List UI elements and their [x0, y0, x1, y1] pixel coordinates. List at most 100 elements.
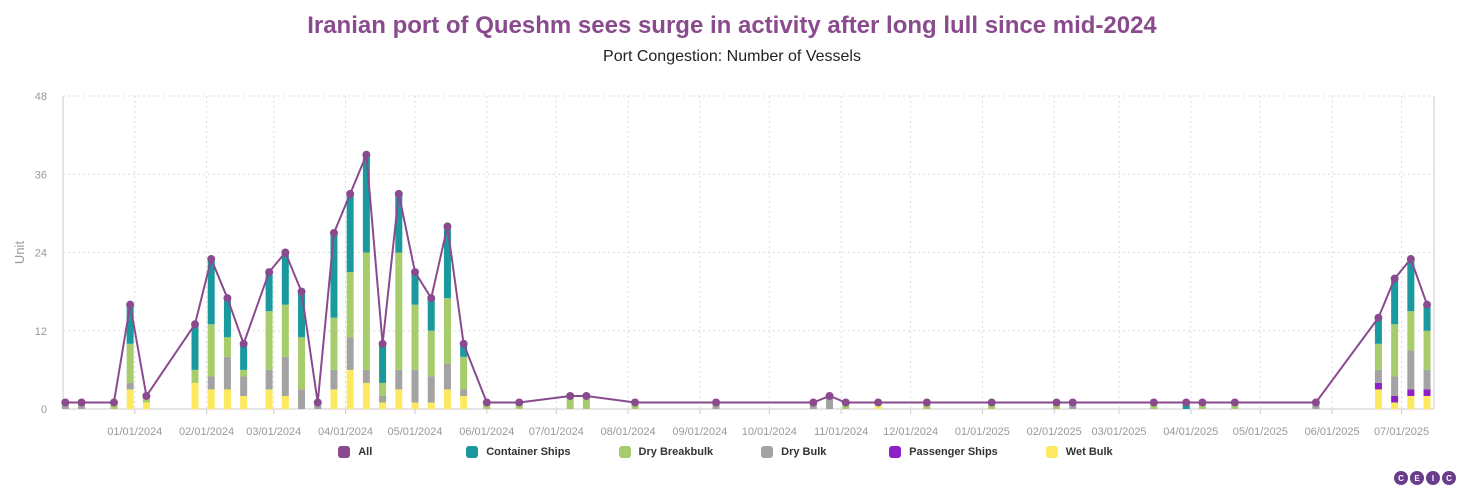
- bar-breakbulk: [1374, 343, 1382, 370]
- bar-drybulk: [1374, 369, 1382, 383]
- bar-drybulk: [207, 376, 215, 390]
- bar-breakbulk: [362, 252, 370, 370]
- legend-item-breakbulk[interactable]: Dry Breakbulk: [618, 446, 713, 458]
- point-all: [126, 300, 135, 309]
- bar-wetbulk: [1374, 389, 1382, 409]
- legend-item-passenger[interactable]: Passenger Ships: [889, 446, 998, 458]
- bar-wetbulk: [379, 402, 387, 409]
- bar-container: [427, 298, 435, 331]
- point-all: [362, 150, 371, 159]
- bar-drybulk: [427, 376, 435, 403]
- bar-wetbulk: [1423, 395, 1431, 409]
- bar-drybulk: [1407, 350, 1415, 390]
- legend-item-container[interactable]: Container Ships: [466, 446, 571, 458]
- bar-breakbulk: [1391, 324, 1399, 377]
- point-all: [1149, 398, 1158, 407]
- bar-wetbulk: [1391, 402, 1399, 409]
- bar-container: [126, 304, 134, 344]
- point-all: [1374, 313, 1383, 322]
- point-all: [482, 398, 491, 407]
- legend-swatch-drybulk: [761, 446, 774, 458]
- bar-breakbulk: [240, 369, 248, 377]
- bar-drybulk: [223, 356, 231, 390]
- bar-drybulk: [126, 382, 134, 390]
- point-all: [825, 391, 834, 400]
- bar-passenger: [1407, 389, 1415, 396]
- point-all: [922, 398, 931, 407]
- bar-breakbulk: [281, 304, 289, 357]
- bar-breakbulk: [427, 330, 435, 377]
- point-all: [1423, 300, 1432, 309]
- x-tick-label: 02/01/2024: [179, 426, 234, 438]
- bar-breakbulk: [460, 356, 468, 390]
- bar-container: [265, 272, 273, 312]
- y-tick-label: 0: [41, 404, 47, 416]
- legend-label-wetbulk: Wet Bulk: [1065, 446, 1113, 458]
- bar-container: [207, 259, 215, 325]
- bar-passenger: [1374, 382, 1382, 390]
- point-all: [874, 398, 883, 407]
- bar-drybulk: [1391, 376, 1399, 396]
- x-tick-label: 12/01/2024: [883, 426, 938, 438]
- bar-drybulk: [826, 395, 834, 409]
- bar-drybulk: [265, 369, 273, 390]
- point-all: [1198, 398, 1207, 407]
- point-all: [1068, 398, 1077, 407]
- legend-label-drybulk: Dry Bulk: [781, 446, 827, 458]
- bar-container: [395, 193, 403, 253]
- point-all: [841, 398, 850, 407]
- point-all: [1390, 274, 1399, 283]
- y-tick-label: 48: [35, 91, 47, 103]
- point-all: [411, 268, 420, 277]
- bar-container: [223, 298, 231, 338]
- bar-container: [1423, 304, 1431, 331]
- bar-wetbulk: [223, 389, 231, 409]
- bar-wetbulk: [443, 389, 451, 409]
- bar-breakbulk: [223, 337, 231, 357]
- legend-item-drybulk[interactable]: Dry Bulk: [761, 446, 841, 458]
- bar-breakbulk: [346, 272, 354, 338]
- x-tick-label: 02/01/2025: [1027, 426, 1082, 438]
- logo-letter: I: [1426, 471, 1440, 485]
- point-all: [1311, 398, 1320, 407]
- legend-item-wetbulk[interactable]: Wet Bulk: [1045, 446, 1126, 458]
- bar-drybulk: [330, 369, 338, 390]
- x-tick-label: 05/01/2024: [387, 426, 442, 438]
- bar-drybulk: [379, 395, 387, 403]
- bar-drybulk: [395, 369, 403, 390]
- chart-subtitle: Port Congestion: Number of Vessels: [603, 48, 861, 65]
- bar-breakbulk: [582, 395, 590, 409]
- bar-breakbulk: [1423, 330, 1431, 370]
- bar-breakbulk: [379, 382, 387, 396]
- bar-container: [460, 343, 468, 357]
- bar-drybulk: [298, 389, 306, 409]
- x-tick-label: 06/01/2025: [1305, 426, 1360, 438]
- bar-breakbulk: [207, 324, 215, 377]
- bar-container: [298, 291, 306, 338]
- bar-container: [443, 226, 451, 299]
- bar-breakbulk: [411, 304, 419, 370]
- bar-wetbulk: [142, 402, 150, 409]
- point-all: [1406, 255, 1415, 264]
- bar-breakbulk: [330, 317, 338, 370]
- x-tick-label: 01/01/2024: [107, 426, 162, 438]
- legend-swatch-container: [466, 446, 479, 458]
- legend-item-all[interactable]: All: [338, 446, 418, 458]
- bar-drybulk: [240, 376, 248, 396]
- bar-breakbulk: [395, 252, 403, 370]
- legend-swatch-breakbulk: [618, 446, 631, 458]
- logo-letter: E: [1410, 471, 1424, 485]
- x-tick-label: 07/01/2024: [529, 426, 584, 438]
- point-all: [346, 189, 355, 198]
- bar-drybulk: [460, 389, 468, 396]
- point-all: [281, 248, 290, 257]
- bar-container: [281, 252, 289, 305]
- point-all: [207, 255, 216, 264]
- bar-drybulk: [362, 369, 370, 383]
- point-all: [515, 398, 524, 407]
- point-all: [427, 294, 436, 303]
- bar-wetbulk: [362, 382, 370, 409]
- x-tick-label: 10/01/2024: [742, 426, 797, 438]
- point-all: [582, 391, 591, 400]
